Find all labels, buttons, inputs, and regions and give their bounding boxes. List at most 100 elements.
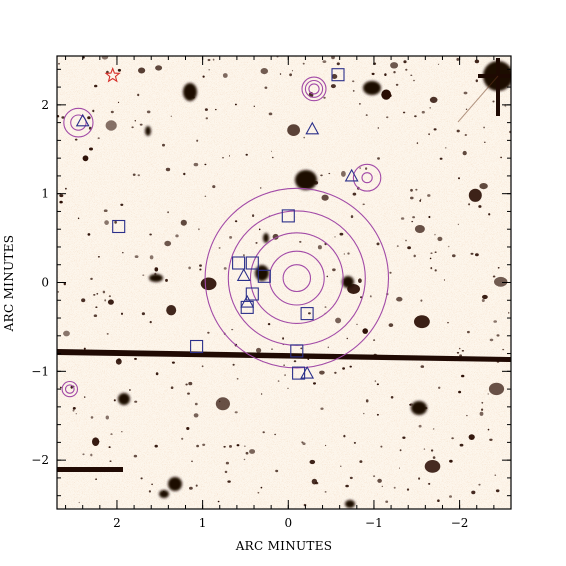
galaxy bbox=[253, 105, 255, 108]
galaxy bbox=[95, 306, 98, 309]
galaxy bbox=[105, 415, 110, 420]
galaxy bbox=[470, 252, 474, 255]
galaxy bbox=[494, 276, 508, 287]
galaxy bbox=[405, 68, 408, 71]
galaxy bbox=[198, 228, 200, 231]
galaxy bbox=[471, 490, 476, 495]
galaxy bbox=[388, 323, 394, 327]
galaxy bbox=[468, 203, 471, 206]
galaxy bbox=[193, 162, 199, 167]
bright-galaxy bbox=[183, 83, 197, 101]
galaxy bbox=[59, 386, 62, 389]
galaxy bbox=[243, 458, 246, 461]
x-axis-title: ARC MINUTES bbox=[235, 539, 333, 553]
galaxy bbox=[245, 153, 248, 156]
galaxy bbox=[331, 56, 335, 60]
galaxy bbox=[470, 438, 473, 440]
galaxy bbox=[187, 392, 190, 395]
galaxy bbox=[193, 413, 199, 418]
galaxy bbox=[492, 275, 496, 278]
galaxy bbox=[346, 337, 349, 340]
galaxy bbox=[468, 188, 482, 202]
triangle-marker bbox=[344, 168, 359, 182]
galaxy bbox=[483, 126, 486, 129]
triangle-marker bbox=[236, 268, 251, 281]
galaxy bbox=[496, 334, 500, 337]
galaxy bbox=[149, 320, 152, 324]
galaxy bbox=[63, 330, 70, 337]
galaxy bbox=[223, 445, 226, 448]
galaxy bbox=[171, 361, 175, 364]
galaxy bbox=[456, 129, 460, 133]
galaxy bbox=[362, 328, 369, 334]
galaxy bbox=[229, 445, 232, 448]
galaxy bbox=[202, 75, 205, 78]
galaxy bbox=[236, 444, 240, 447]
contour-ring bbox=[204, 187, 390, 369]
galaxy bbox=[138, 67, 146, 74]
galaxy bbox=[332, 268, 336, 272]
galaxy bbox=[97, 255, 100, 258]
galaxy bbox=[451, 437, 454, 440]
galaxy bbox=[81, 298, 86, 303]
bright-galaxy bbox=[411, 401, 427, 415]
bright-galaxy bbox=[345, 500, 355, 508]
galaxy bbox=[432, 456, 436, 459]
galaxy bbox=[438, 386, 441, 389]
galaxy bbox=[227, 480, 231, 483]
galaxy bbox=[109, 460, 112, 462]
triangle-marker bbox=[75, 113, 90, 127]
galaxy bbox=[325, 444, 327, 447]
galaxy bbox=[234, 411, 238, 414]
galaxy bbox=[352, 89, 355, 92]
galaxy bbox=[243, 254, 245, 257]
galaxy bbox=[349, 476, 353, 480]
galaxy bbox=[410, 188, 413, 192]
square-marker bbox=[112, 219, 126, 234]
galaxy bbox=[345, 484, 349, 488]
galaxy bbox=[195, 484, 198, 487]
galaxy bbox=[166, 305, 177, 316]
galaxy bbox=[59, 200, 63, 204]
galaxy bbox=[196, 139, 199, 142]
galaxy bbox=[183, 172, 186, 176]
galaxy bbox=[134, 400, 138, 403]
galaxy bbox=[309, 459, 316, 465]
galaxy bbox=[484, 141, 486, 143]
galaxy bbox=[78, 501, 80, 504]
galaxy bbox=[384, 73, 387, 76]
galaxy bbox=[415, 188, 418, 191]
axis-tick-labels: 2 1 0 −1 −2 2 1 0 −1 −2 bbox=[31, 98, 468, 530]
galaxy bbox=[369, 295, 372, 298]
galaxy bbox=[320, 407, 324, 410]
galaxy bbox=[259, 187, 262, 189]
galaxy bbox=[433, 428, 435, 430]
galaxy bbox=[77, 217, 80, 220]
galaxy bbox=[92, 109, 95, 113]
galaxy bbox=[393, 486, 396, 489]
galaxy bbox=[212, 58, 215, 61]
galaxy bbox=[386, 116, 389, 119]
source-markers bbox=[75, 66, 359, 380]
galaxy bbox=[363, 412, 365, 415]
galaxy bbox=[475, 253, 479, 257]
galaxy bbox=[283, 364, 285, 367]
galaxy bbox=[452, 254, 456, 258]
galaxy bbox=[90, 416, 94, 419]
galaxy bbox=[258, 228, 261, 231]
galaxy bbox=[428, 482, 431, 485]
galaxy bbox=[199, 268, 202, 271]
square-marker bbox=[190, 339, 204, 354]
galaxy bbox=[347, 252, 350, 255]
galaxy bbox=[461, 374, 465, 378]
contour-ring bbox=[308, 83, 320, 95]
galaxy bbox=[155, 65, 163, 71]
galaxy bbox=[420, 365, 425, 368]
galaxy bbox=[336, 62, 340, 66]
galaxy bbox=[434, 251, 437, 253]
galaxy bbox=[229, 236, 233, 239]
galaxy bbox=[464, 134, 467, 136]
galaxy bbox=[82, 155, 89, 162]
galaxy bbox=[396, 245, 399, 247]
bright-galaxy bbox=[363, 81, 381, 95]
